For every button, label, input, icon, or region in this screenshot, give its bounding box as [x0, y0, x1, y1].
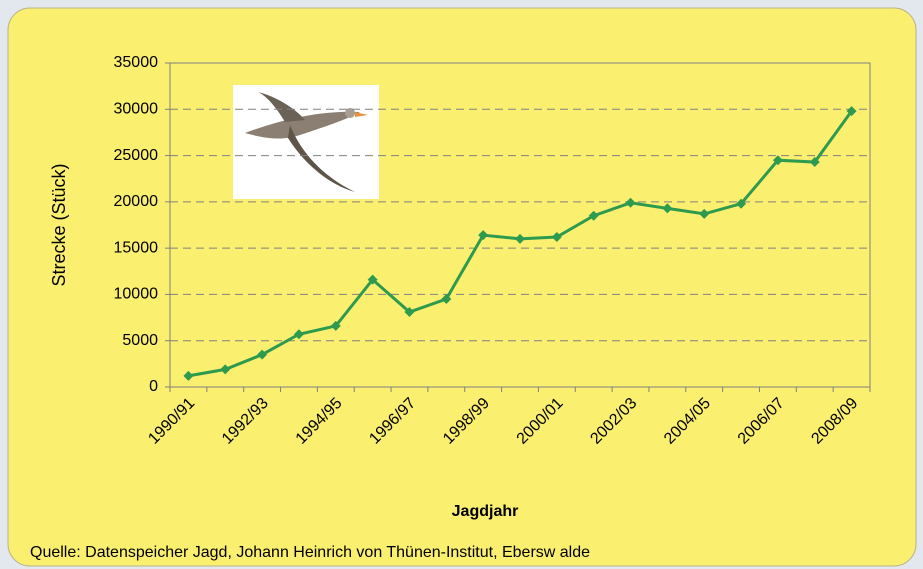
y-tick-label: 30000: [114, 101, 159, 118]
y-tick-label: 0: [149, 378, 158, 395]
y-tick-label: 10000: [114, 286, 159, 303]
page: Strecke (Stück) Jagdjahr Quelle: Datensp…: [0, 0, 923, 569]
y-axis-title: Strecke (Stück): [49, 163, 69, 286]
chart: Strecke (Stück) Jagdjahr Quelle: Datensp…: [0, 0, 923, 569]
y-tick-label: 5000: [122, 332, 158, 349]
source-note: Quelle: Datenspeicher Jagd, Johann Heinr…: [30, 544, 590, 561]
x-axis-title: Jagdjahr: [452, 503, 519, 520]
y-tick-label: 15000: [114, 239, 159, 256]
y-tick-label: 25000: [114, 147, 159, 164]
y-tick-label: 35000: [114, 54, 159, 71]
y-tick-label: 20000: [114, 193, 159, 210]
goose-image: [233, 85, 379, 199]
